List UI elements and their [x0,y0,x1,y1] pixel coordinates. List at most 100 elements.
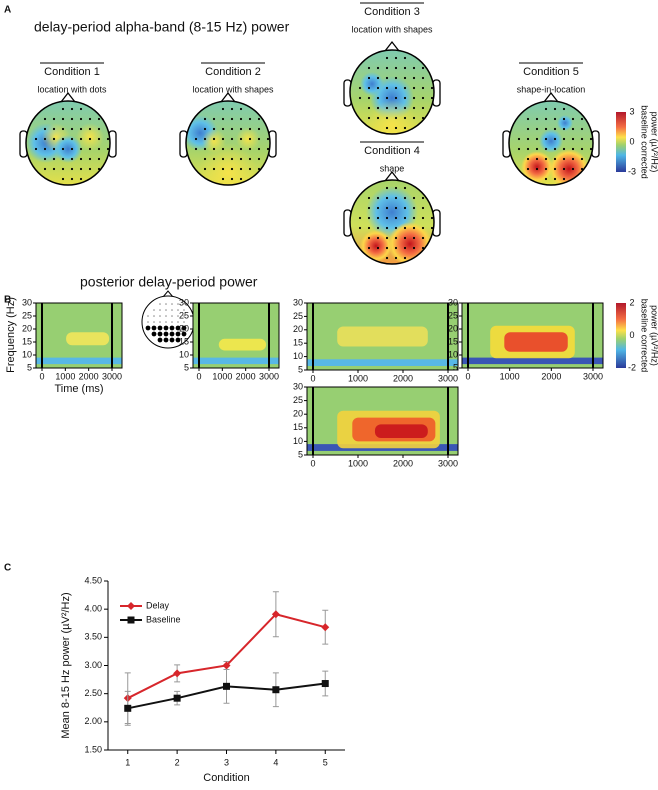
electrode [88,117,92,121]
electrode [562,157,566,161]
electrode [358,216,362,220]
electrode [385,66,389,70]
condition-label: location with shapes [192,84,274,94]
electrode [403,256,407,260]
y-tick-label: 15 [179,336,189,346]
electrode [230,147,234,151]
electrode [430,216,434,220]
electrode [376,106,380,110]
electrode [526,167,530,171]
y-tick-label: 5 [453,362,458,372]
nose [384,40,400,52]
electrode [412,196,416,200]
electrode [394,116,398,120]
topomap-blob [76,123,104,151]
electrode [43,117,47,121]
electrode [61,147,65,151]
electrode [562,107,566,111]
electrode [203,127,207,131]
electrode [147,315,149,317]
electrode [367,226,371,230]
head-outline [349,49,435,135]
electrode [61,177,65,181]
electrode [421,206,425,210]
electrode [580,147,584,151]
head-outline [349,179,435,265]
electrode [88,147,92,151]
electrode [358,86,362,90]
electrode [183,315,185,317]
electrode [385,86,389,90]
x-tick-label: 0 [39,371,44,381]
topomap-fill [350,50,434,134]
y-tick-label: 30 [293,381,303,391]
electrode [239,107,243,111]
electrode [526,127,530,131]
colorbar-label: baseline corrected [640,299,650,373]
electrode [562,117,566,121]
electrode [421,96,425,100]
y-tick-label: 5 [298,364,303,374]
electrode [212,147,216,151]
electrode [177,321,179,323]
electrode [403,206,407,210]
spectrogram-band [36,357,122,365]
electrode [385,116,389,120]
electrode [376,76,380,80]
panel-letter: C [4,563,11,574]
x-tick-label: 1000 [500,371,520,381]
electrode [544,157,548,161]
electrode [203,167,207,171]
electrode [70,117,74,121]
electrode [194,147,198,151]
electrode [157,325,163,331]
electrode [239,127,243,131]
electrode [157,337,163,343]
y-tick-label: 25 [293,311,303,321]
electrode [230,167,234,171]
electrode [79,167,83,171]
electrode [535,117,539,121]
electrode [358,96,362,100]
electrode [367,86,371,90]
spectrogram-activity [374,424,428,438]
y-tick-label: 15 [448,336,458,346]
nose [384,170,400,182]
electrode [61,117,65,121]
electrode [535,167,539,171]
electrode [403,76,407,80]
electrode [367,196,371,200]
electrode [239,167,243,171]
marker [272,686,280,694]
y-tick-label: 1.50 [84,744,102,754]
electrode [412,216,416,220]
electrode [230,137,234,141]
electrode [43,127,47,131]
electrode [421,226,425,230]
electrode [385,246,389,250]
spectrogram-frame [306,302,459,371]
electrode [169,325,175,331]
electrode [163,331,169,337]
electrode [177,309,179,311]
x-tick-label: 2000 [393,373,413,383]
x-tick-label: 2000 [393,458,413,468]
electrode [257,147,261,151]
electrode [589,137,593,141]
colorbar-label: power (µV²/Hz) [650,305,658,366]
colorbar-tick: 0 [629,330,634,340]
x-tick-label: 3000 [102,371,122,381]
spectrogram-frame [35,302,123,369]
electrode [183,321,185,323]
electrode [221,107,225,111]
x-tick-label: 0 [196,371,201,381]
electrode [571,157,575,161]
electrode [145,325,151,331]
electrode [106,147,110,151]
y-tick-label: 2.50 [84,688,102,698]
x-tick-label: 1000 [212,371,232,381]
electrode [553,117,557,121]
y-tick-label: 15 [293,338,303,348]
electrode [394,126,398,130]
